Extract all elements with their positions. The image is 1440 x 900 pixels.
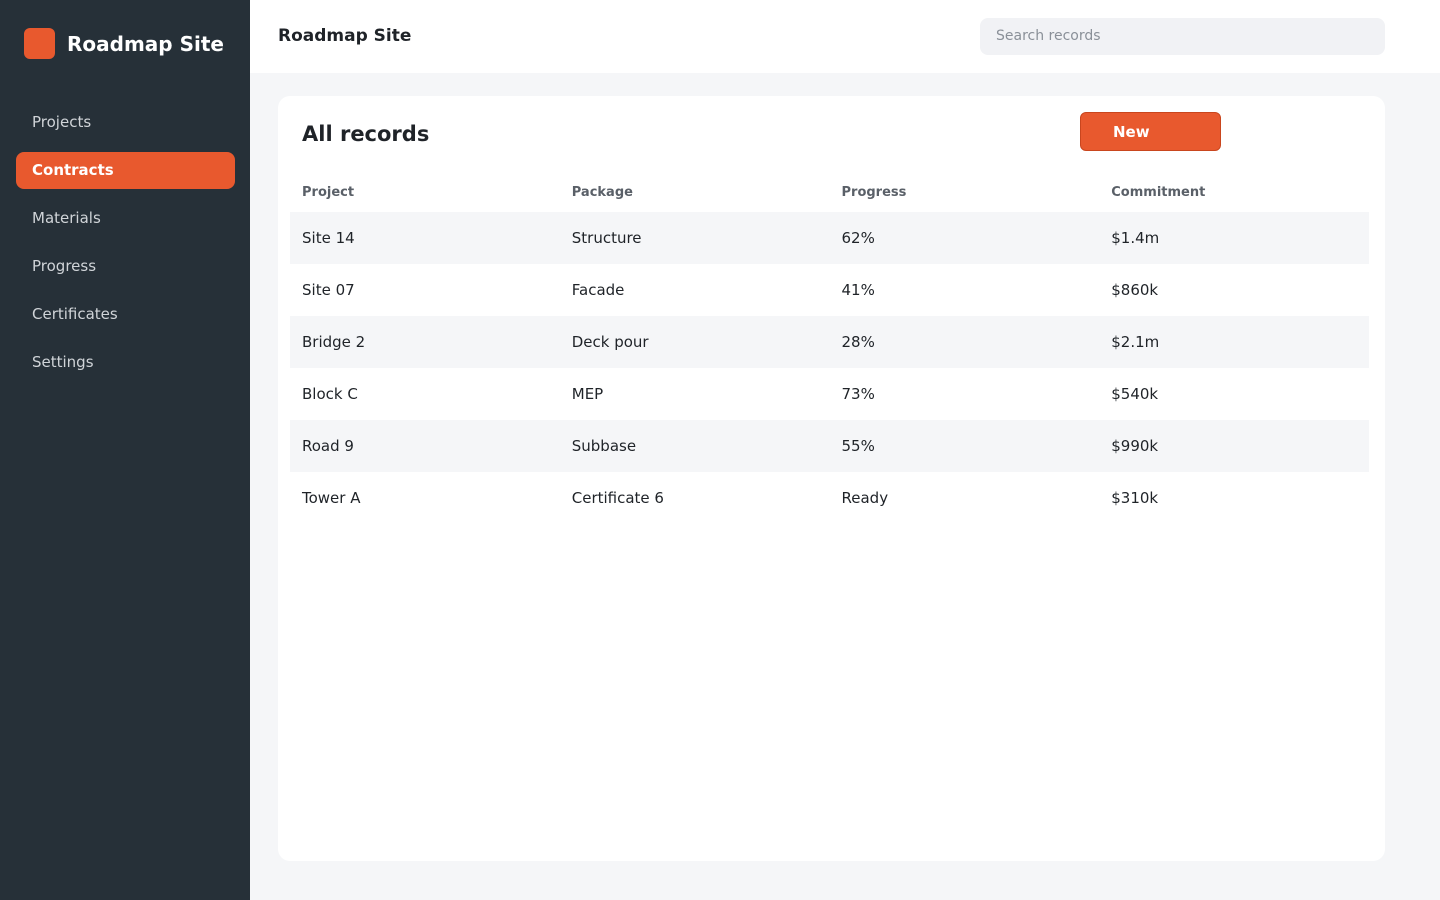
- table-cell: Ready: [841, 489, 889, 507]
- table-cell: Block C: [302, 385, 358, 403]
- table-cell: Site 14: [290, 212, 560, 264]
- table-cell: 28%: [829, 316, 1100, 368]
- table-row[interactable]: Site 14 Structure 62% $1.4m: [290, 212, 1369, 264]
- table-cell: Certificate 6: [571, 489, 664, 507]
- records-table: Project Package Progress Commitment Site 14 S…: [290, 172, 1369, 524]
- search-input[interactable]: Search records: [980, 18, 1385, 55]
- table-cell: Subbase: [559, 420, 830, 472]
- nav-item[interactable]: Contracts: [16, 152, 235, 189]
- table-row[interactable]: Road 9 Subbase 55% $990k: [290, 420, 1369, 472]
- nav-item[interactable]: Progress: [32, 257, 97, 275]
- sidebar: Roadmap Site Projects Contracts Materials P…: [0, 0, 250, 900]
- table-cell: $310k: [1111, 489, 1159, 507]
- table-cell: 62%: [829, 212, 1100, 264]
- nav-item[interactable]: Certificates: [32, 305, 118, 323]
- table-cell: $540k: [1111, 385, 1159, 403]
- table-cell: $990k: [1099, 420, 1369, 472]
- nav-item[interactable]: Projects: [32, 113, 92, 131]
- column-header: Project: [302, 184, 355, 200]
- table-cell: Road 9: [290, 420, 560, 472]
- brand: Roadmap Site: [24, 28, 224, 59]
- header: Roadmap Site Search records: [250, 0, 1440, 73]
- nav-item[interactable]: Settings: [32, 353, 94, 371]
- panel-title: All records: [302, 122, 430, 146]
- table-cell: 73%: [841, 385, 875, 403]
- column-header: Package: [571, 184, 633, 200]
- panel: All records New Project Package Progress Co…: [278, 96, 1385, 861]
- table-cell: Site 07: [302, 281, 355, 299]
- new-button[interactable]: New: [1080, 112, 1221, 151]
- table-cell: Deck pour: [559, 316, 830, 368]
- column-header: Commitment: [1111, 184, 1206, 200]
- nav: Projects Contracts Materials Progress Certif…: [16, 104, 235, 392]
- header-row: Project Package Progress Commitment: [290, 172, 1369, 212]
- table-cell: Structure: [559, 212, 830, 264]
- table-cell: MEP: [571, 385, 604, 403]
- table-row[interactable]: Tower A Certificate 6 Ready $310k: [290, 472, 1369, 524]
- column-header: Progress: [841, 184, 907, 200]
- header-title: Roadmap Site: [278, 26, 412, 46]
- logo: [24, 28, 55, 59]
- table-cell: Facade: [571, 281, 625, 299]
- table-row[interactable]: Site 07 Facade 41% $860k: [290, 264, 1369, 316]
- table-cell: 41%: [841, 281, 875, 299]
- table-row[interactable]: Block C MEP 73% $540k: [290, 368, 1369, 420]
- table-row[interactable]: Bridge 2 Deck pour 28% $2.1m: [290, 316, 1369, 368]
- table-cell: $1.4m: [1099, 212, 1369, 264]
- table-cell: $2.1m: [1099, 316, 1369, 368]
- brand-name: Roadmap Site: [67, 31, 224, 56]
- table-cell: 55%: [829, 420, 1100, 472]
- nav-item[interactable]: Materials: [32, 209, 101, 227]
- table-cell: $860k: [1111, 281, 1159, 299]
- table-cell: Bridge 2: [290, 316, 560, 368]
- table-cell: Tower A: [302, 489, 361, 507]
